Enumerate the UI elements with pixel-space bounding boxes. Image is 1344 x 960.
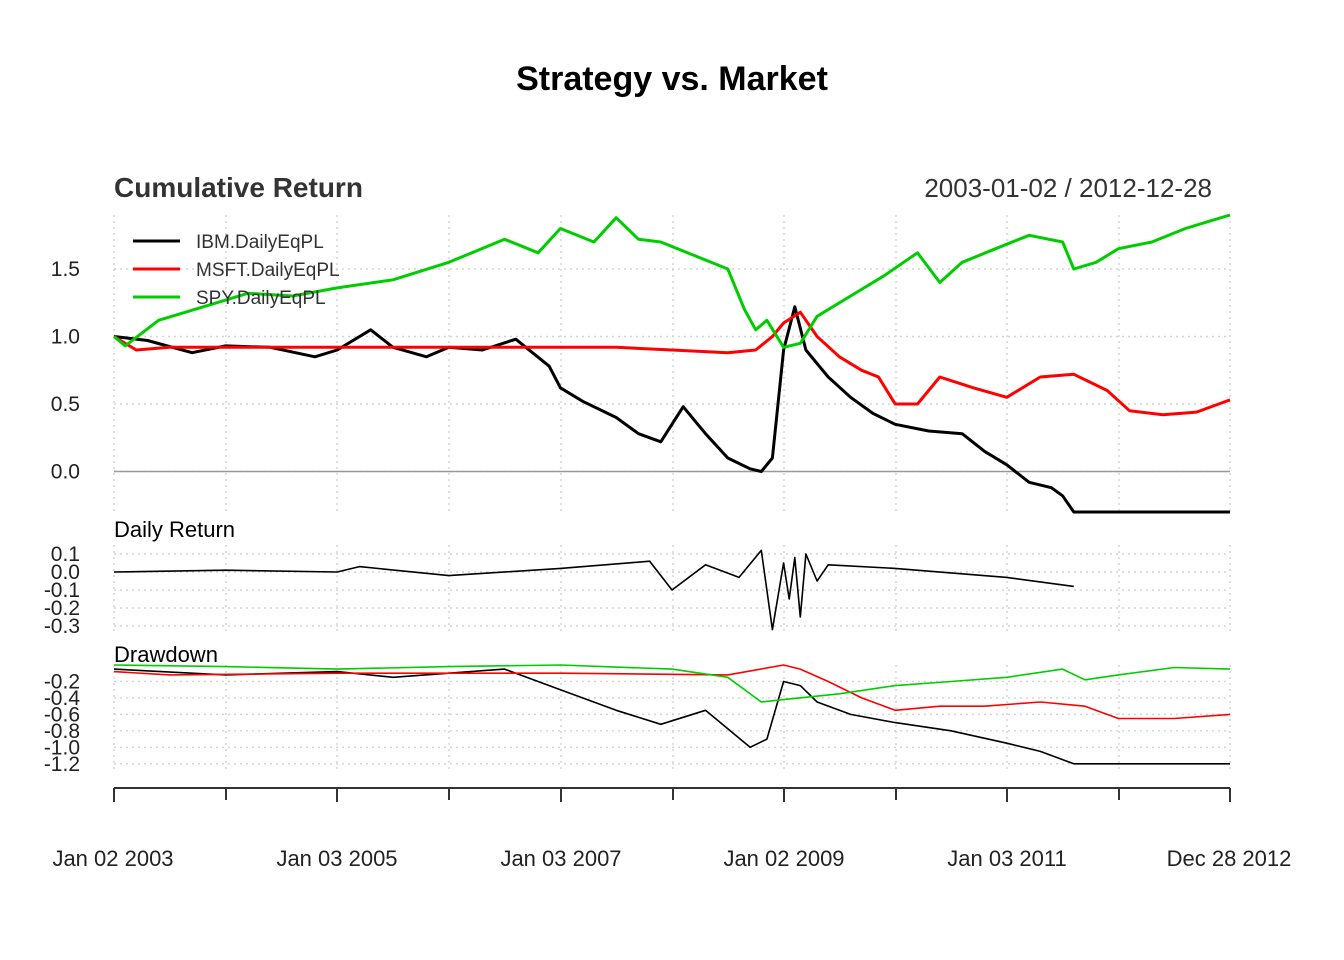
y-tick-label-daily-3: -0.2 [44, 597, 80, 620]
series-line-drawdown-spy [113, 664, 1231, 703]
x-tick-label-1: Jan 03 2005 [276, 846, 397, 871]
legend-label-2: SPY.DailyEqPL [196, 288, 326, 309]
chart-title: Strategy vs. Market [516, 60, 828, 98]
y-tick-label-drawdown-1: -0.4 [44, 687, 81, 710]
series-line-cumulative-ibm [113, 305, 1230, 514]
y-tick-label-daily-0: 0.1 [51, 543, 80, 566]
y-tick-label-daily-2: -0.1 [44, 579, 80, 602]
series-line-drawdown-msft [113, 664, 1231, 720]
date-range: 2003-01-02 / 2012-12-28 [924, 173, 1212, 203]
y-tick-label-daily-4: -0.3 [44, 615, 80, 638]
series-line-cumulative-spy [113, 213, 1231, 349]
y-tick-label-cumulative-3: 0.0 [51, 461, 80, 484]
y-tick-label-drawdown-2: -0.6 [44, 703, 80, 726]
x-tick-label-0: Jan 02 2003 [52, 846, 173, 871]
y-tick-label-drawdown-4: -1.0 [44, 736, 80, 759]
legend-label-1: MSFT.DailyEqPL [196, 260, 340, 281]
y-tick-label-daily-1: 0.0 [51, 561, 80, 584]
panel-label-cumulative: Cumulative Return [114, 172, 363, 203]
y-tick-label-cumulative-0: 1.5 [51, 258, 80, 281]
y-tick-label-drawdown-0: -0.2 [44, 670, 80, 693]
series-line-daily-ibm [113, 549, 1074, 631]
series-line-cumulative-msft [113, 310, 1231, 417]
legend-label-0: IBM.DailyEqPL [196, 232, 324, 253]
y-tick-label-drawdown-3: -0.8 [44, 720, 80, 743]
x-tick-label-3: Jan 02 2009 [723, 846, 844, 871]
series-line-drawdown-ibm [113, 668, 1230, 765]
x-tick-label-4: Jan 03 2011 [947, 846, 1066, 871]
panel-label-daily: Daily Return [114, 517, 235, 542]
x-tick-label-2: Jan 03 2007 [500, 846, 621, 871]
y-tick-label-cumulative-1: 1.0 [51, 326, 80, 349]
panel-label-drawdown: Drawdown [114, 642, 218, 667]
plot-layer: 1.5 1.0 0.5 0.0 IBM.DailyEqPL MSFT.DailyEqPL S… [44, 213, 1292, 871]
y-tick-label-cumulative-2: 0.5 [51, 393, 80, 416]
x-tick-label-5: Dec 28 2012 [1167, 846, 1292, 871]
y-tick-label-drawdown-5: -1.2 [44, 753, 80, 776]
